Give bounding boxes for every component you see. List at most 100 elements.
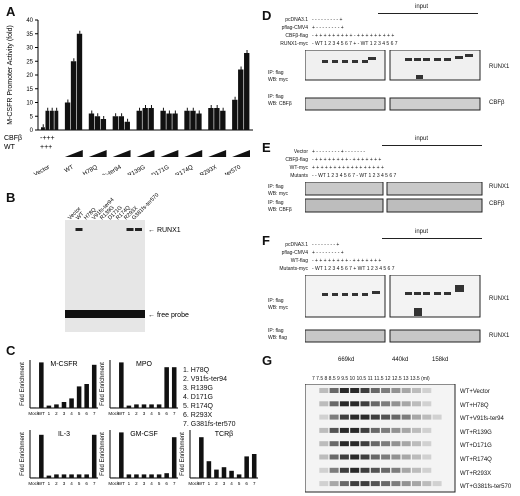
panel-f-ip1: IP: flag WB: myc [268, 298, 288, 311]
band [329, 454, 339, 460]
x-tick-label: R139G [127, 164, 147, 175]
panel-e-row-names: Vector CBFβ-flag WT-myc Mutants [285, 149, 308, 179]
band [401, 441, 411, 447]
band [370, 414, 380, 420]
band [432, 414, 442, 420]
panel-f-right-runx1: RUNX1 [489, 296, 510, 302]
bar [232, 99, 238, 130]
panel-b-label: B [6, 190, 16, 205]
x-tick-label: WT [198, 481, 205, 486]
panel-e-right-cbfb: CBFβ [489, 201, 505, 207]
panel-d-blots [305, 50, 481, 111]
bar [100, 119, 107, 130]
bar [156, 404, 162, 408]
bar [111, 477, 117, 478]
panel-g-blots [305, 384, 456, 493]
x-tick-label: 7 [253, 481, 256, 486]
legend-item: 5. R174Q [183, 403, 213, 410]
y-tick-label: 0 [30, 128, 34, 134]
panel-g-label: G [262, 353, 273, 368]
bar [191, 477, 197, 478]
bar [84, 384, 89, 408]
x-tick-label: 5 [158, 411, 161, 416]
free-probe-label: ← free probe [148, 312, 189, 319]
band [329, 441, 339, 447]
x-tick-label: 5 [78, 411, 81, 416]
legend-item: 3. R139G [183, 385, 213, 392]
bar [164, 473, 169, 478]
band [412, 401, 421, 407]
x-tick-label: 3 [143, 411, 146, 416]
band [401, 481, 411, 487]
panel-f-input-line [382, 238, 482, 239]
bar [220, 110, 226, 130]
x-tick-label: 4 [70, 481, 73, 486]
bar [54, 110, 59, 130]
band [391, 414, 401, 420]
y-axis-label: M-CSFR Promoter Activity (fold) [7, 25, 14, 125]
bar [149, 404, 154, 408]
bar [119, 362, 124, 408]
band [370, 467, 380, 473]
band [381, 427, 391, 433]
marker-158: 158kd [432, 357, 449, 363]
band [401, 467, 411, 473]
bar [126, 474, 132, 478]
bar [94, 116, 101, 130]
band [381, 481, 391, 487]
x-tick-label: 5 [78, 481, 81, 486]
bar [171, 367, 177, 408]
bar [70, 61, 77, 130]
x-tick-label: WT [38, 411, 45, 416]
panel-f-row-names: pcDNA3.1 pflag-CMV4 WT-flag Mutants-myc [279, 242, 308, 272]
x-tick-label: 7 [93, 481, 96, 486]
bar [41, 127, 45, 130]
bar [54, 474, 59, 478]
bar [149, 474, 154, 478]
band [319, 481, 329, 487]
bar [206, 461, 212, 478]
bar [84, 474, 89, 478]
chart-title: TCRβ [215, 431, 233, 438]
band [360, 441, 370, 447]
y-axis-label: Fold Enrichment [20, 432, 26, 476]
band [422, 414, 432, 420]
runx1-label: ← RUNX1 [148, 227, 181, 234]
band [401, 454, 411, 460]
bar [160, 110, 166, 130]
band [350, 481, 360, 487]
bar [76, 474, 82, 478]
panel-d-right-runx1: RUNX1 [489, 64, 510, 70]
band [422, 481, 432, 487]
x-tick-label: 1 [48, 481, 51, 486]
bar [39, 362, 44, 408]
band [329, 481, 339, 487]
band [401, 401, 411, 407]
panel-f-ip2: IP: flag WB: flag [268, 328, 287, 341]
band [360, 427, 370, 433]
y-axis-label: Fold Enrichment [20, 362, 26, 406]
band [422, 401, 432, 407]
bar [214, 469, 219, 478]
row-name: pcDNA3.1 [285, 17, 308, 23]
bar [172, 113, 178, 130]
panel-d-right-cbfb: CBFβ [489, 100, 505, 106]
band [412, 454, 421, 460]
band [360, 454, 370, 460]
row-name: pflag-CMV4 [281, 25, 308, 31]
x-tick-label: Mock [28, 411, 40, 416]
fraction-labels: 7 7.5 8 8.5 9 9.5 10 10.5 11 11.5 12 12.… [312, 376, 430, 382]
band [391, 388, 401, 393]
bar [190, 110, 196, 130]
band [412, 441, 421, 447]
row-signs: - WT 1 2 3 4 5 6 7 + - WT 1 2 3 4 5 6 7 [312, 41, 398, 47]
panel-e-row-signs: + - - - - - - - - + - - - - - - -- + + +… [312, 149, 397, 179]
panel-f-blots [305, 275, 481, 343]
band [391, 401, 401, 407]
y-axis-label: Fold Enrichment [100, 362, 106, 406]
panel-c-label: C [6, 343, 16, 358]
panel-d-input-line [378, 13, 478, 14]
